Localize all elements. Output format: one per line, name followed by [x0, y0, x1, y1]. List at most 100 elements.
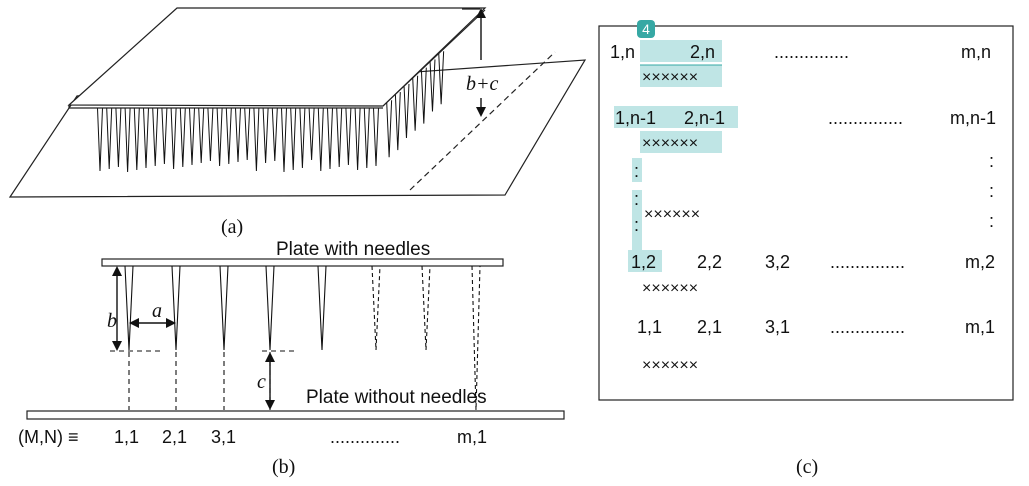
needle — [363, 107, 370, 169]
dim-a-label: a — [152, 300, 162, 322]
highlight — [640, 40, 722, 62]
dashed-guide — [409, 51, 556, 191]
cross-marks: ×××××× — [642, 135, 698, 152]
needle — [336, 107, 343, 168]
highlight-regions — [614, 40, 738, 272]
arrow-head-down — [476, 107, 486, 117]
needle — [171, 265, 181, 351]
vertical-dots: : — [989, 181, 994, 201]
bottom-plate-label: Plate without needles — [306, 387, 487, 408]
needle — [281, 107, 287, 173]
cell-label: m,n — [961, 42, 991, 62]
needle — [438, 51, 445, 105]
top-plate-edge — [382, 9, 486, 107]
cell-label: 1,n-1 — [615, 108, 656, 128]
needle — [179, 107, 186, 168]
needle — [373, 107, 379, 167]
vertical-dots: : — [634, 215, 639, 235]
needle — [327, 107, 333, 170]
cell-ellipsis: ............... — [774, 42, 849, 62]
needle — [216, 107, 223, 167]
needles-array — [97, 51, 445, 173]
position-ellipsis: .............. — [330, 427, 400, 447]
needle — [106, 107, 113, 170]
needle — [317, 265, 327, 351]
cross-marks: ×××××× — [644, 206, 700, 223]
needle-dashed — [371, 265, 381, 351]
vertical-dots: : — [634, 189, 639, 209]
position-label: 3,1 — [211, 427, 236, 447]
vertical-dots: : — [989, 211, 994, 231]
cell-ellipsis: ............... — [828, 108, 903, 128]
dim-c-label: c — [257, 371, 266, 393]
needle — [235, 107, 241, 163]
badge — [637, 20, 655, 38]
caption-a: (a) — [221, 216, 243, 238]
cell-label: m,2 — [965, 252, 995, 272]
cell-ellipsis: ............... — [830, 252, 905, 272]
needle — [290, 107, 297, 171]
cross-marks: ×××××× — [642, 357, 698, 374]
needle — [394, 92, 401, 151]
cell-label: 2,n-1 — [684, 108, 725, 128]
needle — [115, 107, 122, 168]
cell-label: 3,1 — [765, 317, 790, 337]
needle — [308, 107, 315, 161]
dim-b-label: b — [107, 310, 117, 332]
panel-b: Plate with needles b — [18, 239, 565, 478]
needle — [386, 100, 393, 158]
needle — [412, 75, 419, 131]
needle — [124, 107, 131, 173]
cell-label: 2,1 — [697, 317, 722, 337]
position-label: 1,1 — [114, 427, 139, 447]
highlight — [640, 131, 722, 153]
needle-dashed — [421, 265, 431, 351]
panel-a: b+c (a) — [8, 7, 587, 238]
highlight — [614, 106, 738, 128]
needles-dashed — [371, 265, 481, 411]
needle-dashed — [471, 265, 481, 411]
position-label: m,1 — [457, 427, 487, 447]
highlight — [628, 250, 662, 272]
arrow-head-left — [129, 318, 139, 328]
cell-label: 2,2 — [697, 252, 722, 272]
plate-without-needles — [26, 410, 565, 420]
highlight — [640, 65, 722, 87]
needle — [253, 107, 260, 172]
needle — [354, 107, 361, 171]
cell-label: 1,1 — [637, 317, 662, 337]
arrow-head-down — [265, 400, 275, 410]
cross-marks: ×××××× — [642, 280, 698, 297]
needle — [225, 107, 232, 165]
cross-marks: ×××××× — [642, 69, 698, 86]
needle — [317, 107, 324, 172]
arrow-head-right — [166, 318, 176, 328]
badge-number: 4 — [642, 21, 650, 37]
highlight — [632, 158, 642, 182]
vertical-dots: : — [634, 161, 639, 181]
needle — [198, 107, 205, 164]
needle — [170, 107, 177, 170]
cell-label: m,1 — [965, 317, 995, 337]
top-plate — [67, 7, 487, 107]
cell-label: m,n-1 — [950, 108, 996, 128]
arrow-head-down — [112, 341, 122, 351]
position-label: 2,1 — [162, 427, 187, 447]
arrow-head-up — [112, 266, 122, 276]
arrow-head-up — [265, 352, 275, 362]
needle — [97, 107, 103, 172]
needle — [161, 107, 168, 165]
needle — [262, 107, 269, 164]
arrow-head-up — [476, 8, 486, 18]
needle — [124, 265, 134, 351]
caption-b: (b) — [272, 456, 295, 478]
needle — [244, 107, 251, 161]
needle — [420, 67, 427, 124]
cell-label: 2,n — [690, 42, 715, 62]
top-plate-label: Plate with needles — [276, 239, 430, 260]
needles-row — [124, 265, 327, 351]
needle — [189, 107, 195, 166]
needle — [345, 107, 352, 166]
grid-frame — [598, 25, 1014, 401]
